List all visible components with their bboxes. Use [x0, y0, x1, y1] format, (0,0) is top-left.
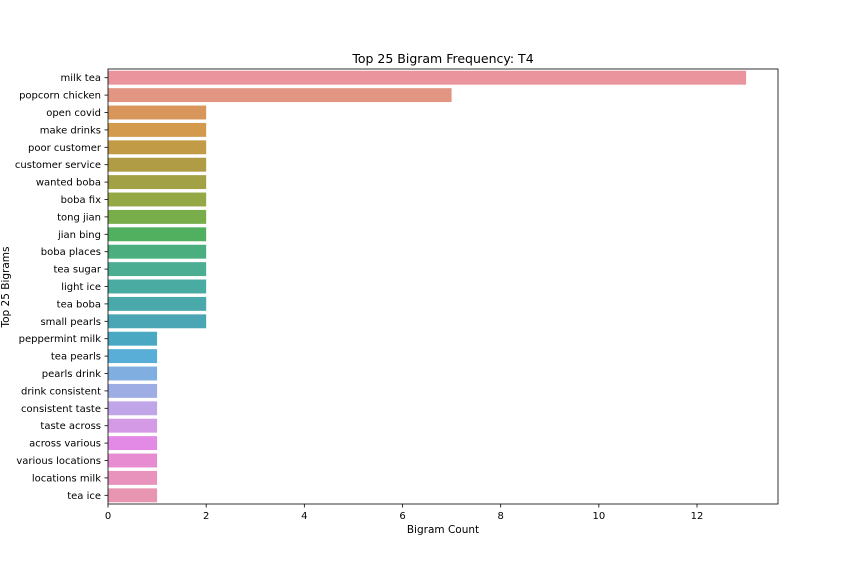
y-axis-label: Top 25 Bigrams [0, 247, 12, 329]
bar-consistent-taste [108, 401, 158, 416]
y-tick-label: make drinks [40, 125, 101, 136]
bar-tea-sugar [108, 262, 207, 277]
bar-boba-places [108, 244, 207, 259]
bar-light-ice [108, 279, 207, 294]
y-tick-label: jian bing [57, 230, 101, 241]
y-tick-label: across various [29, 439, 101, 450]
bar-drink-consistent [108, 383, 158, 398]
bar-boba-fix [108, 192, 207, 207]
x-tick-label: 0 [105, 511, 111, 522]
y-tick-label: tea sugar [53, 265, 101, 276]
y-tick-label: tea boba [57, 299, 101, 310]
bar-wanted-boba [108, 175, 207, 190]
bar-tea-boba [108, 296, 207, 311]
bar-tong-jian [108, 209, 207, 224]
bar-small-pearls [108, 314, 207, 329]
bar-tea-pearls [108, 349, 158, 364]
y-tick-label: light ice [61, 282, 101, 293]
bar-tea-ice [108, 488, 158, 503]
bar-open-covid [108, 105, 207, 120]
x-axis-label: Bigram Count [407, 524, 479, 536]
x-tick-label: 4 [301, 511, 307, 522]
bar-taste-across [108, 418, 158, 433]
y-tick-label: consistent taste [21, 404, 101, 415]
bar-pearls-drink [108, 366, 158, 381]
y-tick-label: taste across [40, 421, 101, 432]
x-tick-label: 6 [399, 511, 405, 522]
y-tick-label: tea ice [67, 491, 101, 502]
y-tick-label: poor customer [28, 143, 102, 154]
y-tick-label: tong jian [57, 212, 101, 223]
x-tick-label: 12 [691, 511, 704, 522]
x-tick-label: 2 [203, 511, 209, 522]
x-tick-label: 8 [497, 511, 503, 522]
y-tick-label: small pearls [40, 317, 101, 328]
bar-popcorn-chicken [108, 88, 452, 103]
y-tick-label: drink consistent [21, 386, 101, 397]
bar-various-locations [108, 453, 158, 468]
bar-make-drinks [108, 122, 207, 137]
y-tick-label: pearls drink [42, 369, 101, 380]
y-tick-label: customer service [15, 160, 101, 171]
plot-frame [107, 68, 779, 505]
y-tick-label: boba fix [61, 195, 101, 206]
y-tick-label: wanted boba [36, 178, 101, 189]
bar-jian-bing [108, 227, 207, 242]
y-axis: milk tea popcorn chicken open covid make dr… [15, 73, 108, 502]
bars-group [108, 70, 747, 503]
y-tick-label: tea pearls [51, 352, 101, 363]
bar-across-various [108, 436, 158, 451]
y-tick-label: milk tea [61, 73, 101, 84]
bar-locations-milk [108, 470, 158, 485]
y-tick-label: peppermint milk [19, 334, 102, 345]
bar-peppermint-milk [108, 331, 158, 346]
y-tick-label: various locations [16, 456, 101, 467]
bar-customer-service [108, 157, 207, 172]
y-tick-label: locations milk [32, 473, 101, 484]
y-tick-label: boba places [41, 247, 101, 258]
y-tick-label: popcorn chicken [19, 91, 101, 102]
bar-poor-customer [108, 140, 207, 155]
bar-milk-tea [108, 70, 747, 85]
x-tick-label: 10 [592, 511, 605, 522]
x-axis: 0 2 4 6 8 10 12 [105, 504, 704, 522]
y-tick-label: open covid [46, 108, 101, 119]
chart-title: Top 25 Bigram Frequency: T4 [351, 51, 533, 66]
